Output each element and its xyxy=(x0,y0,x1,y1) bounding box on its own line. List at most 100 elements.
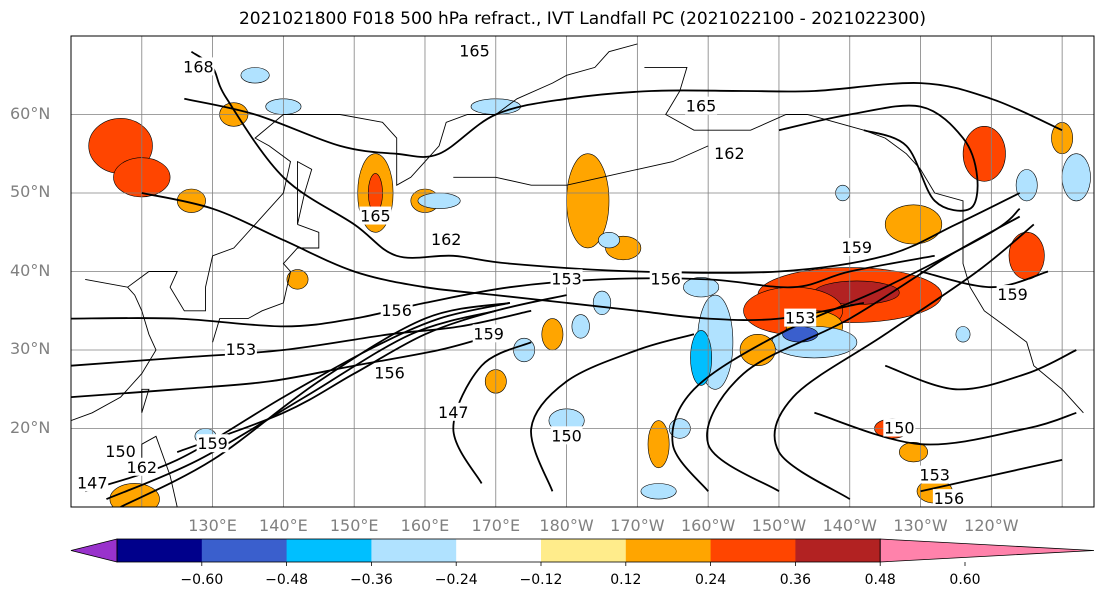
refractivity-contour xyxy=(106,309,497,500)
contour-label: 156 xyxy=(934,489,965,508)
ivt-pattern-blob xyxy=(571,314,590,339)
contour-label-background xyxy=(550,269,583,288)
refractivity-contour xyxy=(84,302,511,493)
ivt-pattern-blob xyxy=(176,188,206,213)
contour-label: 159 xyxy=(197,434,228,453)
map-frame xyxy=(70,35,1095,508)
longitude-label: 120°W xyxy=(964,516,1019,535)
coastline xyxy=(212,223,320,343)
refractivity-contour xyxy=(920,270,1049,289)
contour-label: 156 xyxy=(650,269,681,288)
longitude-label: 140°E xyxy=(259,516,308,535)
coastline xyxy=(141,388,150,413)
longitude-label: 180°W xyxy=(539,516,594,535)
refractivity-contour xyxy=(141,192,865,321)
contour-label: 162 xyxy=(431,230,462,249)
colorbar-segment xyxy=(795,539,881,562)
contour-label: 156 xyxy=(381,301,412,320)
contour-label: 153 xyxy=(919,466,950,485)
colorbar-segment xyxy=(117,539,203,562)
contour-label-background xyxy=(784,308,817,327)
ivt-pattern-blob xyxy=(962,126,1006,182)
contour-label-background xyxy=(996,285,1029,304)
colorbar-tick-label: −0.36 xyxy=(349,572,393,588)
ivt-pattern-blob xyxy=(640,483,677,500)
contour-label: 147 xyxy=(77,473,108,492)
ivt-pattern-blob xyxy=(1061,153,1091,202)
ivt-pattern-blob xyxy=(690,330,713,386)
contour-label-background xyxy=(883,418,916,437)
contour-label: 150 xyxy=(105,442,136,461)
refractivity-contour xyxy=(71,333,497,398)
colorbar-segment xyxy=(201,539,288,562)
contour-label: 165 xyxy=(360,207,391,226)
contour-labels: 168 165 165 162 165 162 159 156 153 156 153 159 153 1… xyxy=(76,41,1029,508)
refractivity-contour xyxy=(530,333,695,492)
contour-label: 150 xyxy=(551,426,582,445)
refractivity-contour xyxy=(773,223,1035,500)
refractivity-contour xyxy=(184,82,1063,158)
contour-label: 159 xyxy=(997,285,1028,304)
colorbar-tick-label: −0.12 xyxy=(519,572,563,588)
colorbar-tick-label: −0.24 xyxy=(434,572,478,588)
contour-label-background xyxy=(359,206,392,225)
contour-label: 168 xyxy=(183,57,214,76)
longitude-label: 130°W xyxy=(893,516,948,535)
colorbar-segment xyxy=(710,539,796,562)
contour-label: 162 xyxy=(127,458,158,477)
refractivity-contour xyxy=(814,411,1077,446)
ivt-pattern-blob xyxy=(592,290,612,316)
ivt-pattern-blob xyxy=(541,318,564,351)
refractivity-contour xyxy=(71,254,935,328)
refractivity-contour xyxy=(120,302,511,507)
ivt-pattern-blob xyxy=(1008,231,1045,280)
longitude-label: 140°W xyxy=(822,516,877,535)
latitude-label: 30°N xyxy=(10,339,51,358)
longitude-label: 160°W xyxy=(680,516,736,535)
refractivity-contour xyxy=(190,50,1021,274)
longitude-label: 170°E xyxy=(471,516,521,535)
ivt-pattern-blob xyxy=(417,192,461,209)
ivt-pattern-blob xyxy=(286,269,309,290)
figure-title: 2021021800 F018 500 hPa refract., IVT La… xyxy=(238,9,926,29)
contour-label-background xyxy=(918,465,951,484)
refractivity-contour xyxy=(176,294,567,453)
coastline xyxy=(644,66,1084,414)
contour-label: 165 xyxy=(686,97,717,116)
coastline xyxy=(85,43,638,312)
ivt-pattern-blob xyxy=(109,483,160,507)
contour-label-background xyxy=(437,402,470,421)
longitude-label: 150°W xyxy=(751,516,807,535)
contour-label-background xyxy=(430,230,463,249)
contour-label: 150 xyxy=(884,419,915,438)
ivt-pattern-blob xyxy=(683,277,720,298)
contour-label-background xyxy=(196,434,229,453)
colorbar-tick-label: 0.48 xyxy=(864,572,896,588)
contour-label-background xyxy=(458,41,491,60)
contour-label-background xyxy=(104,442,137,461)
colorbar-segment xyxy=(371,539,457,562)
contour-label-background xyxy=(472,324,505,343)
contour-label: 153 xyxy=(785,309,816,328)
contour-label: 165 xyxy=(459,42,490,61)
contour-label-background xyxy=(182,57,215,76)
contour-label: 162 xyxy=(714,144,745,163)
colorbar-tick-label: −0.48 xyxy=(265,572,309,588)
colorbar-tick-label: 0.36 xyxy=(779,572,811,588)
contour-label-background xyxy=(840,237,873,256)
contour-label: 159 xyxy=(473,324,504,343)
contour-label-background xyxy=(550,426,583,445)
contour-label-background xyxy=(76,473,109,492)
colorbar-segment xyxy=(541,539,627,562)
latitude-label: 20°N xyxy=(10,417,51,437)
ivt-pattern-blob xyxy=(240,67,270,84)
latitude-label: 50°N xyxy=(10,182,51,201)
colorbar-segment xyxy=(456,539,542,562)
ivt-pattern-blob xyxy=(598,232,620,249)
contour-label-background xyxy=(224,340,257,358)
colorbar xyxy=(70,538,1095,566)
contour-label: 147 xyxy=(438,403,469,422)
refractivity-contour xyxy=(452,341,532,484)
refractivity-contour xyxy=(884,349,1077,391)
